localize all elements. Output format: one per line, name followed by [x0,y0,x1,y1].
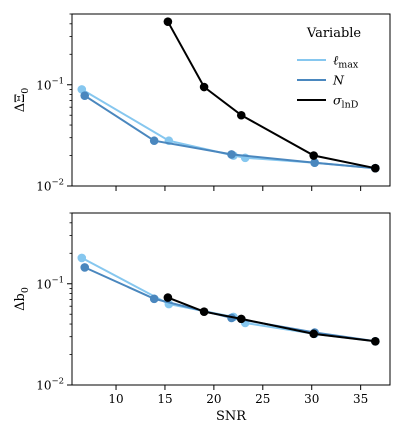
series-line-lmax [81,257,376,343]
y-tick-label: 10−2 [36,377,64,393]
y-tick-label: 10−2 [36,178,64,194]
x-tick-label: 20 [206,392,221,406]
bottom-panel: 10−1 10−2 10 15 20 25 30 35 Δb0 SNR [13,212,391,424]
data-point-sigma [199,82,209,92]
series-line-sigma [167,21,376,170]
top-axes-frame [71,13,391,187]
data-point-N [310,158,319,167]
legend-label-sigma: σlnD [333,93,359,111]
legend-label-lmax: ℓmax [333,53,359,71]
y-tick-label: 10−1 [36,76,64,92]
data-point-sigma [371,337,380,346]
data-point-sigma [199,307,209,316]
data-point-lmax [77,253,87,263]
data-point-N [80,263,90,272]
data-point-N [149,294,159,304]
data-point-N [227,150,236,159]
legend-title: Variable [306,26,362,41]
x-tick-label: 35 [353,392,368,406]
y-tick-label: 10−1 [36,275,64,291]
series-line-sigma [167,296,376,343]
data-point-sigma [236,314,246,324]
data-point-sigma [163,17,173,26]
y-axis-label: ΔΞ0 [13,88,31,113]
x-tick-label: 25 [255,392,270,406]
x-tick-label: 30 [304,392,319,406]
x-tick-label: 10 [108,392,123,406]
x-tick-label: 15 [157,392,172,406]
bottom-axes-frame [71,212,391,386]
data-point-sigma [371,163,380,173]
data-point-N [80,91,90,100]
legend-label-N: N [332,73,345,88]
data-point-sigma [236,110,246,120]
x-axis-label: SNR [216,409,247,424]
y-axis-label: Δb0 [13,287,31,311]
series-line-N [84,266,376,343]
data-point-sigma [309,329,318,339]
data-point-sigma [309,151,318,160]
data-point-N [149,136,159,146]
data-point-sigma [163,293,173,302]
